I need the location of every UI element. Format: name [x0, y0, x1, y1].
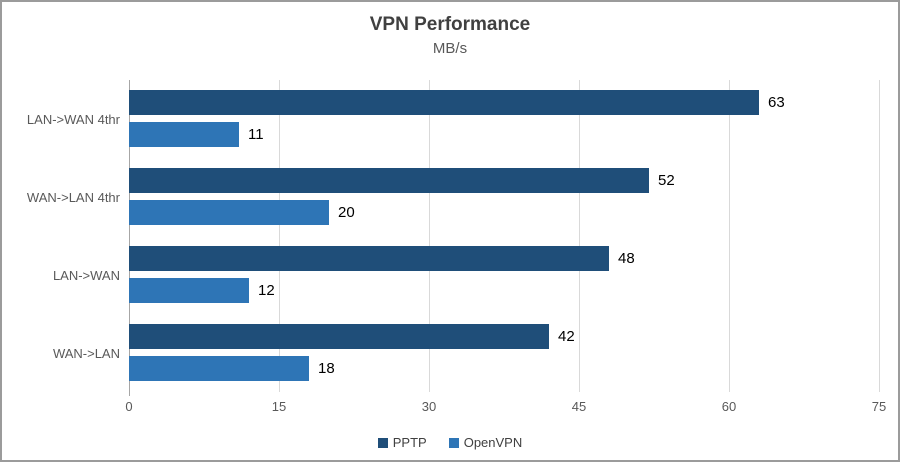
bar-pptp: [129, 168, 649, 193]
x-tick-label: 45: [571, 399, 587, 414]
category-axis-line: [129, 80, 130, 396]
gridline-15: [279, 80, 280, 392]
x-tick-label: 15: [271, 399, 287, 414]
data-label: 42: [558, 328, 575, 345]
bar-openvpn: [129, 200, 329, 225]
legend-label: PPTP: [392, 435, 427, 450]
legend-swatch-icon: [377, 437, 388, 448]
category-label: WAN->LAN 4thr: [26, 189, 120, 205]
legend-entry-pptp: PPTP: [377, 435, 427, 450]
gridline-30: [429, 80, 430, 392]
data-label: 63: [768, 94, 785, 111]
gridline-60: [729, 80, 730, 392]
data-label: 18: [318, 360, 335, 377]
bar-pptp: [129, 324, 549, 349]
bar-openvpn: [129, 278, 249, 303]
chart-subtitle: MB/s: [432, 40, 468, 57]
data-label: 48: [618, 250, 635, 267]
category-label: LAN->WAN 4thr: [26, 111, 120, 127]
x-tick-label: 75: [871, 399, 887, 414]
gridline-75: [879, 80, 880, 392]
legend-entry-openvpn: OpenVPN: [448, 435, 523, 450]
bar-openvpn: [129, 122, 239, 147]
x-tick-label: 60: [721, 399, 737, 414]
data-label: 12: [258, 282, 275, 299]
data-label: 52: [658, 172, 675, 189]
legend-swatch-icon: [448, 437, 459, 448]
legend-label: OpenVPN: [463, 435, 523, 450]
x-tick-label: 30: [421, 399, 437, 414]
category-label: WAN->LAN: [52, 345, 120, 361]
x-tick-label: 0: [125, 399, 133, 414]
gridline-45: [579, 80, 580, 392]
bar-pptp: [129, 90, 759, 115]
bar-openvpn: [129, 356, 309, 381]
legend: PPTP OpenVPN: [2, 435, 898, 450]
chart-title: VPN Performance: [369, 14, 531, 35]
category-label: LAN->WAN: [52, 267, 120, 283]
bar-pptp: [129, 246, 609, 271]
data-label: 20: [338, 204, 355, 221]
data-label: 11: [248, 126, 264, 143]
